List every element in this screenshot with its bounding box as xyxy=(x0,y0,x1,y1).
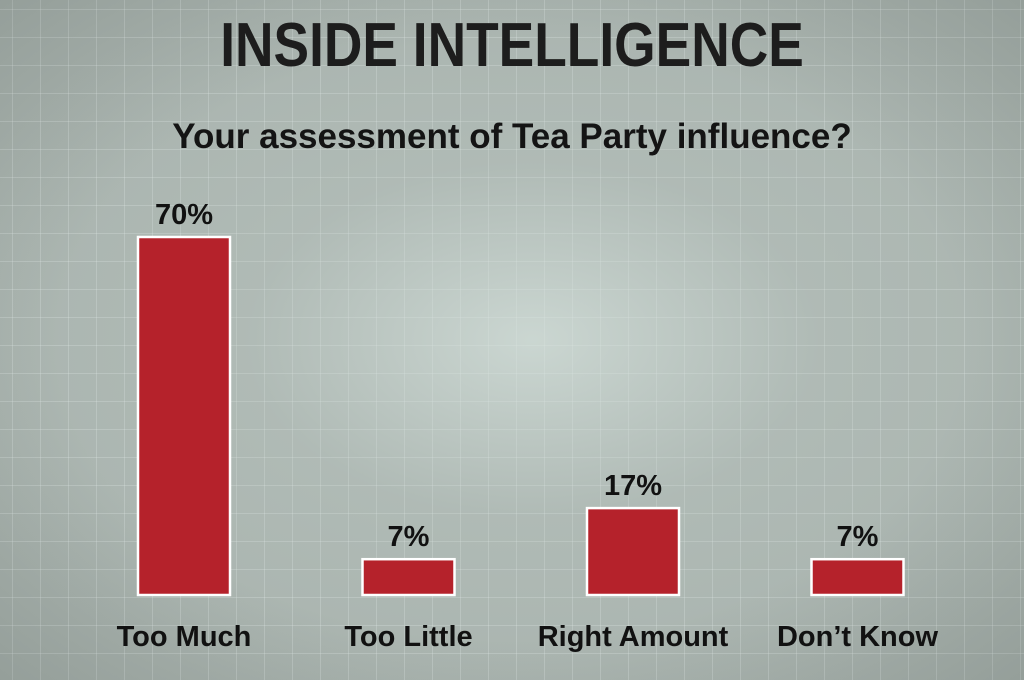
category-labels-layer: Too Much Too Little Right Amount Don’t Know xyxy=(117,621,939,653)
bars-layer xyxy=(136,235,905,597)
value-label-2: 17% xyxy=(604,470,662,502)
chart-title: Your assessment of Tea Party influence? xyxy=(172,117,852,156)
category-label-2: Right Amount xyxy=(538,621,729,653)
value-label-3: 7% xyxy=(837,521,879,553)
brand-title: INSIDE INTELLIGENCE xyxy=(220,11,804,80)
value-label-1: 7% xyxy=(388,521,430,553)
category-label-0: Too Much xyxy=(117,621,252,653)
value-label-0: 70% xyxy=(155,199,213,231)
category-label-3: Don’t Know xyxy=(777,621,939,653)
category-label-1: Too Little xyxy=(344,621,472,653)
value-labels-layer: 70% 7% 17% 7% xyxy=(155,199,879,553)
bar-2 xyxy=(585,506,681,597)
bar-0 xyxy=(136,235,232,597)
bar-1 xyxy=(361,557,456,597)
bar-3 xyxy=(810,557,905,597)
